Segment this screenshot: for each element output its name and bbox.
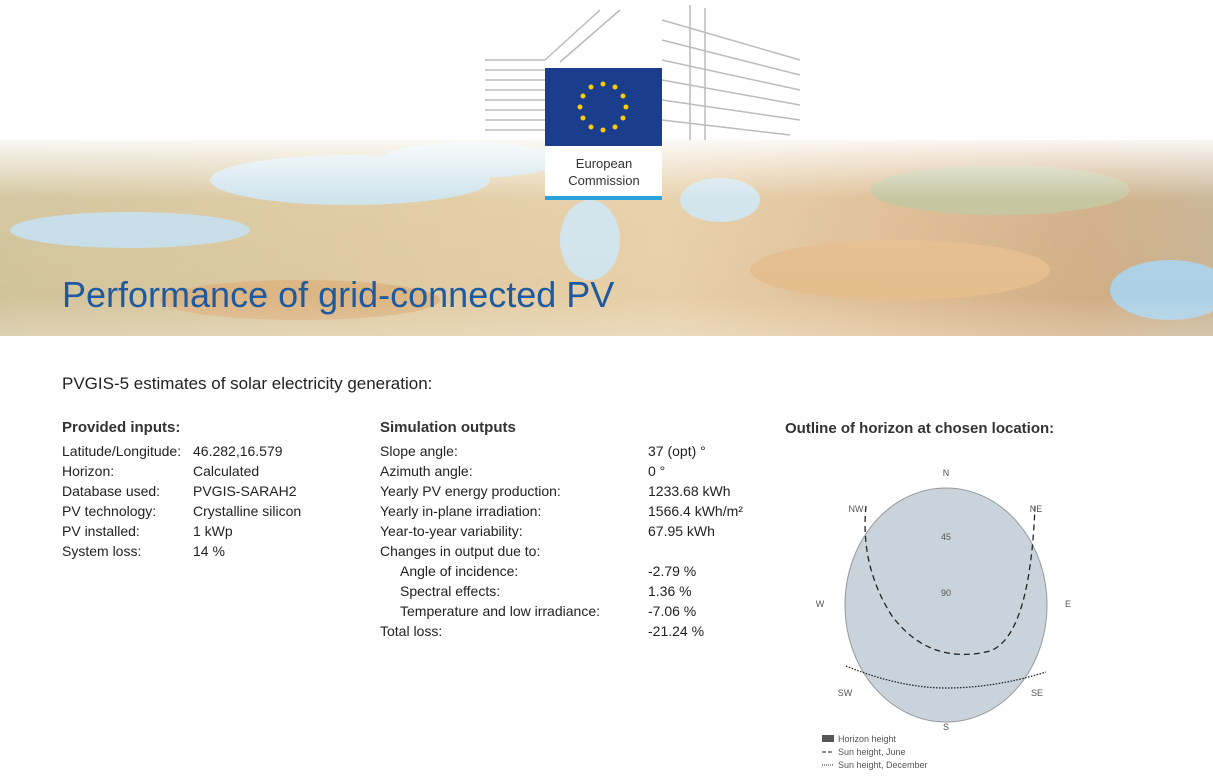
direction-label: W <box>816 599 825 609</box>
output-value: 1566.4 kWh/m² <box>648 503 743 519</box>
input-label: PV technology: <box>62 503 156 519</box>
output-label: Temperature and low irradiance: <box>400 603 600 619</box>
sky-dome <box>845 488 1047 722</box>
input-label: PV installed: <box>62 523 140 539</box>
output-value: 1.36 % <box>648 583 692 599</box>
legend-label: Sun height, December <box>838 760 928 770</box>
output-label: Azimuth angle: <box>380 463 473 479</box>
horizon-title: Outline of horizon at chosen location: <box>785 420 1054 437</box>
direction-label: SW <box>838 688 853 698</box>
output-value: -21.24 % <box>648 623 704 639</box>
page: European Commission Performance of grid-… <box>0 0 1213 776</box>
input-label: Database used: <box>62 483 160 499</box>
logo-text: Commission <box>568 173 640 188</box>
output-value: -2.79 % <box>648 563 696 579</box>
output-label: Total loss: <box>380 623 442 639</box>
input-value: 46.282,16.579 <box>193 443 283 459</box>
input-value: PVGIS-SARAH2 <box>193 483 296 499</box>
elevation-label: 90 <box>941 588 951 598</box>
input-label: Latitude/Longitude: <box>62 443 181 459</box>
output-label: Yearly PV energy production: <box>380 483 561 499</box>
direction-label: E <box>1065 599 1071 609</box>
inputs-heading: Provided inputs: <box>62 419 180 436</box>
input-label: System loss: <box>62 543 141 559</box>
outputs-heading: Simulation outputs <box>380 419 516 436</box>
input-label: Horizon: <box>62 463 114 479</box>
input-value: Crystalline silicon <box>193 503 301 519</box>
output-label: Spectral effects: <box>400 583 500 599</box>
output-label: Yearly in-plane irradiation: <box>380 503 541 519</box>
banner: European Commission Performance of grid-… <box>0 0 1213 340</box>
legend-swatch <box>822 735 834 742</box>
output-value: -7.06 % <box>648 603 696 619</box>
input-value: Calculated <box>193 463 259 479</box>
direction-label: S <box>943 722 949 732</box>
output-value: 67.95 kWh <box>648 523 715 539</box>
subtitle: PVGIS-5 estimates of solar electricity g… <box>62 374 432 394</box>
output-value: 37 (opt) ° <box>648 443 706 459</box>
output-value: 1233.68 kWh <box>648 483 731 499</box>
direction-label: SE <box>1031 688 1043 698</box>
output-label: Changes in output due to: <box>380 543 540 559</box>
output-value: 0 ° <box>648 463 665 479</box>
direction-label: NE <box>1030 504 1043 514</box>
page-title: Performance of grid-connected PV <box>62 274 614 315</box>
input-value: 14 % <box>193 543 225 559</box>
logo-text: European <box>576 156 632 171</box>
direction-label: N <box>943 468 950 478</box>
horizon-chart: Outline of horizon at chosen location: N… <box>780 416 1200 776</box>
output-label: Slope angle: <box>380 443 458 459</box>
output-label: Year-to-year variability: <box>380 523 523 539</box>
legend-label: Sun height, June <box>838 747 906 757</box>
direction-label: NW <box>849 504 864 514</box>
legend-label: Horizon height <box>838 734 897 744</box>
elevation-label: 45 <box>941 532 951 542</box>
input-value: 1 kWp <box>193 523 233 539</box>
output-label: Angle of incidence: <box>400 563 518 579</box>
